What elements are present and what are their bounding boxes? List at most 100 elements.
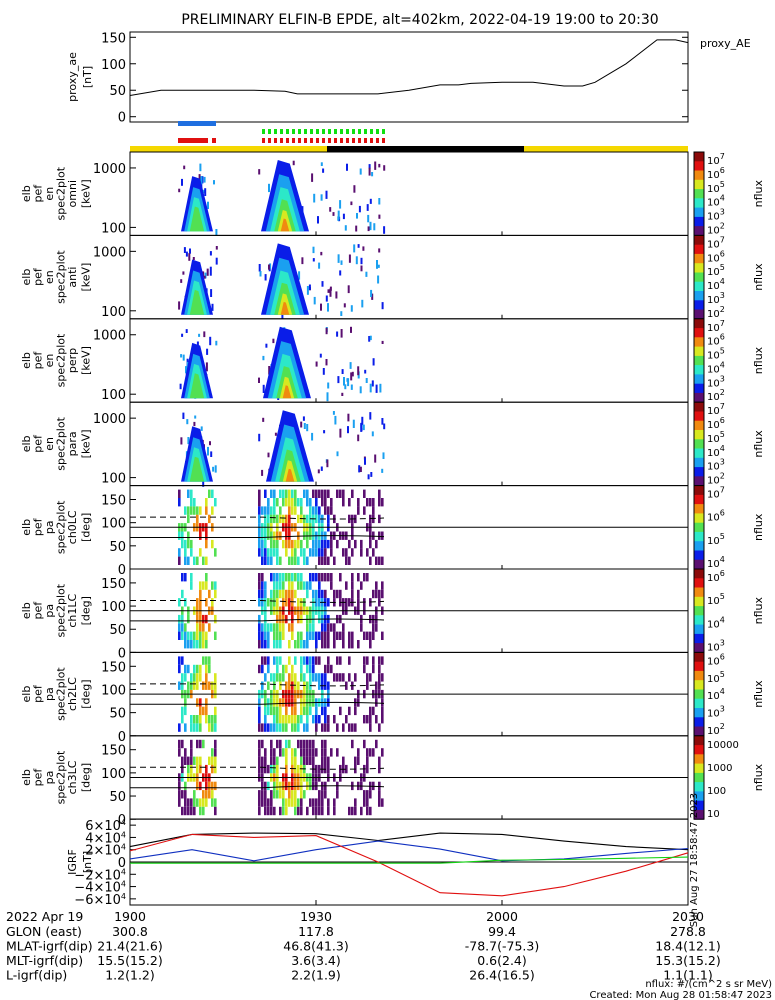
pitch-angle-cell xyxy=(178,548,181,557)
pitch-angle-cell xyxy=(336,589,339,599)
pitch-angle-cell xyxy=(327,806,330,816)
pitch-angle-cell xyxy=(196,514,199,524)
spectrogram-speckle xyxy=(317,216,319,224)
pitch-angle-cell xyxy=(282,589,285,599)
pitch-angle-cell xyxy=(306,631,309,640)
pitch-angle-cell xyxy=(178,781,181,791)
pitch-angle-cell xyxy=(318,573,321,582)
pitch-angle-cell xyxy=(193,756,196,765)
pitch-angle-cell xyxy=(378,598,381,607)
pitch-angle-cell xyxy=(270,539,273,549)
panel-ylabel-line: [deg] xyxy=(80,513,93,542)
pitch-angle-tick-label: 0 xyxy=(118,563,126,578)
pitch-angle-cell xyxy=(208,681,211,690)
pitch-angle-cell xyxy=(273,656,276,665)
spectrogram-speckle xyxy=(259,271,262,277)
panel-ylabel-line: [keV] xyxy=(80,179,93,208)
pitch-angle-cell xyxy=(184,748,187,757)
pitch-angle-cell xyxy=(270,698,273,707)
spectrogram-speckle xyxy=(186,419,189,425)
pitch-angle-cell xyxy=(276,715,279,724)
science-zone-green-dash xyxy=(274,129,277,134)
spectrogram-speckle xyxy=(301,257,304,265)
panel-ylabel-line: para xyxy=(66,431,79,456)
pitch-angle-cell xyxy=(297,514,300,524)
pitch-angle-cell xyxy=(273,723,276,732)
pitch-angle-cell xyxy=(291,539,294,549)
pitch-angle-cell xyxy=(294,748,297,757)
spectrogram-speckle xyxy=(341,392,344,396)
colorbar-segment xyxy=(694,318,704,329)
pitch-angle-cell xyxy=(348,656,351,665)
science-zone-green-dash xyxy=(370,129,373,134)
proxy-ae-tick-label: 50 xyxy=(109,84,126,99)
colorbar-segment xyxy=(694,457,704,468)
science-zone-green-dash xyxy=(310,129,313,134)
pitch-angle-cell xyxy=(261,664,264,674)
spectrogram-flux-contour xyxy=(285,468,295,482)
pitch-angle-cell xyxy=(282,781,285,791)
science-zone-green-dash xyxy=(286,129,289,134)
colorbar-segment xyxy=(694,809,704,820)
pitch-angle-cell xyxy=(208,489,211,498)
spectrogram-speckle xyxy=(320,251,323,256)
spectrogram-flux-contour xyxy=(282,385,292,399)
pitch-angle-cell xyxy=(184,756,187,765)
science-zone-green-dash xyxy=(352,129,355,134)
pitch-angle-cell xyxy=(378,556,381,565)
pitch-angle-cell xyxy=(306,806,309,816)
pitch-angle-cell xyxy=(258,573,261,582)
pitch-angle-cell xyxy=(303,756,306,765)
pitch-angle-cell xyxy=(306,514,309,524)
pitch-angle-cell xyxy=(336,673,339,682)
pitch-angle-cell xyxy=(270,806,273,816)
spectrogram-speckle xyxy=(350,372,353,381)
pitch-angle-cell xyxy=(312,798,315,807)
pitch-angle-cell xyxy=(297,798,300,807)
pitch-angle-cell xyxy=(273,589,276,599)
pitch-angle-cell xyxy=(199,806,202,816)
pitch-angle-cell xyxy=(273,681,276,690)
pitch-angle-cell xyxy=(327,556,330,565)
pitch-angle-cell xyxy=(279,631,282,640)
colorbar-segment xyxy=(694,374,704,385)
pitch-angle-cell xyxy=(306,739,309,749)
pitch-angle-cell xyxy=(357,756,360,765)
pitch-angle-cell xyxy=(205,573,208,582)
pitch-angle-cell xyxy=(366,631,369,640)
spectrogram-speckle xyxy=(210,451,213,457)
colorbar-tick-label: 104 xyxy=(707,360,725,375)
pitch-angle-cell xyxy=(318,673,321,682)
pitch-angle-cell xyxy=(196,764,199,774)
loss-cone-solid-line xyxy=(130,785,385,789)
spectrogram-speckle xyxy=(344,225,347,231)
footer-row-value: 15.5(15.2) xyxy=(97,953,162,968)
spectrogram-speckle xyxy=(339,270,342,276)
energy-tick-label: 1000 xyxy=(93,329,126,344)
pitch-angle-cell xyxy=(348,556,351,565)
pitch-angle-cell xyxy=(291,781,294,791)
pitch-angle-cell xyxy=(276,739,279,749)
pitch-angle-cell xyxy=(369,706,372,716)
pitch-angle-cell xyxy=(270,748,273,757)
spectrogram-speckle xyxy=(192,257,195,260)
spectrogram-speckle xyxy=(313,193,316,203)
pitch-angle-cell xyxy=(181,614,184,624)
pitch-angle-cell xyxy=(214,548,217,557)
spectrogram-flux-contour xyxy=(189,373,205,399)
pitch-angle-cell xyxy=(285,748,288,757)
spectrogram-speckle xyxy=(262,417,265,422)
pitch-angle-cell xyxy=(196,698,199,707)
loss-cone-solid-line xyxy=(130,618,385,622)
pitch-angle-cell xyxy=(258,664,261,674)
spectrogram-flux-contour xyxy=(189,289,205,315)
pitch-angle-cell xyxy=(205,656,208,665)
pitch-angle-cell xyxy=(279,506,282,515)
pitch-angle-cell xyxy=(294,548,297,557)
pitch-angle-cell xyxy=(184,598,187,607)
pitch-angle-cell xyxy=(309,748,312,757)
pitch-angle-cell xyxy=(363,664,366,674)
pitch-angle-cell xyxy=(279,698,282,707)
colorbar-segment xyxy=(694,596,704,607)
pitch-angle-cell xyxy=(270,589,273,599)
